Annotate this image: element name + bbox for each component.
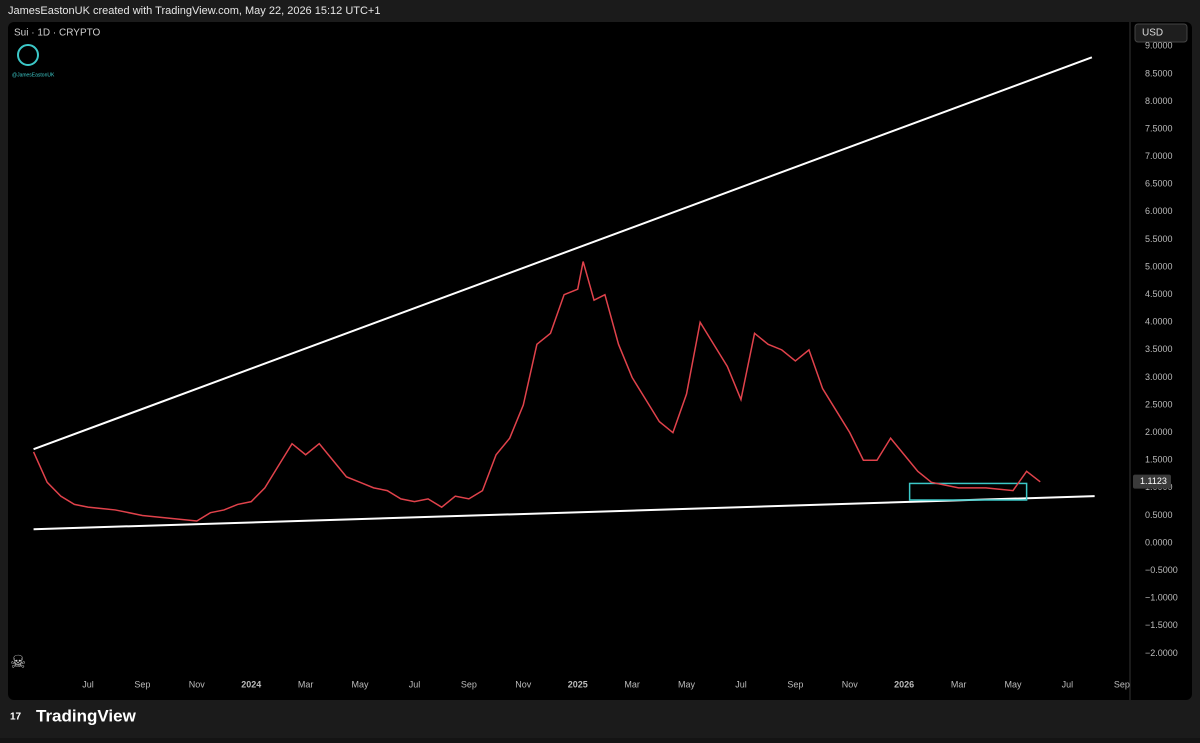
x-tick-label: Sep [461,679,477,689]
currency: USD [1142,28,1163,39]
logo-mark: 17 [10,712,22,723]
x-tick-label: Jul [735,679,747,689]
y-tick-label: −0.5000 [1145,565,1178,575]
x-tick-label: Sep [134,679,150,689]
x-tick-label: Nov [189,679,206,689]
footer: TradingView [36,706,137,725]
last-price-box [1133,474,1171,489]
y-tick-label: 8.0000 [1145,96,1173,106]
y-tick-label: 4.5000 [1145,289,1173,299]
chart-panel [8,22,1192,700]
watermark: @JamesEastonUK [12,72,55,78]
x-tick-label: 2026 [894,679,914,689]
avatar-icon [17,44,39,66]
x-tick-label: May [678,679,696,689]
x-tick-label: 2024 [241,679,261,689]
x-tick-label: Nov [842,679,859,689]
tv-icon: ☠ [10,652,26,672]
y-tick-label: 0.5000 [1145,510,1173,520]
y-tick-label: −1.5000 [1145,620,1178,630]
currency-box[interactable] [1134,23,1188,43]
y-tick-label: 0.0000 [1145,537,1173,547]
trendline [33,56,1093,451]
y-tick-label: 6.5000 [1145,179,1173,189]
y-tick-label: 1.5000 [1145,455,1173,465]
price-line [32,261,1041,522]
x-tick-label: Jul [1062,679,1074,689]
x-tick-label: Nov [515,679,532,689]
y-tick-label: 7.0000 [1145,151,1173,161]
last-price-label: 1.1123 [1140,476,1167,486]
y-tick-label: 7.5000 [1145,123,1173,133]
x-tick-label: May [1005,679,1023,689]
y-tick-label: 4.0000 [1145,317,1173,327]
y-tick-label: −1.0000 [1145,593,1178,603]
x-tick-label: Mar [624,679,640,689]
y-tick-label: 5.0000 [1145,261,1173,271]
y-tick-label: −2.0000 [1145,648,1178,658]
x-tick-label: May [352,679,370,689]
y-tick-label: 2.5000 [1145,399,1173,409]
x-tick-label: Sep [787,679,803,689]
range-box [908,482,1028,501]
y-tick-label: 9.0000 [1145,41,1173,51]
y-tick-label: 5.5000 [1145,234,1173,244]
chart-title: Sui · 1D · CRYPTO [14,28,101,39]
trendline [33,495,1095,531]
y-tick-label: 3.5000 [1145,344,1173,354]
x-tick-label: Mar [298,679,314,689]
y-tick-label: 3.0000 [1145,372,1173,382]
y-tick-label: 2.0000 [1145,427,1173,437]
y-tick-label: 8.5000 [1145,68,1173,78]
x-tick-label: Sep [1114,679,1130,689]
x-tick-label: Jul [409,679,421,689]
header: JamesEastonUK created with TradingView.c… [8,5,380,17]
x-tick-label: 2025 [568,679,588,689]
x-tick-label: Mar [951,679,967,689]
y-tick-label: 6.0000 [1145,206,1173,216]
x-tick-label: Jul [82,679,94,689]
